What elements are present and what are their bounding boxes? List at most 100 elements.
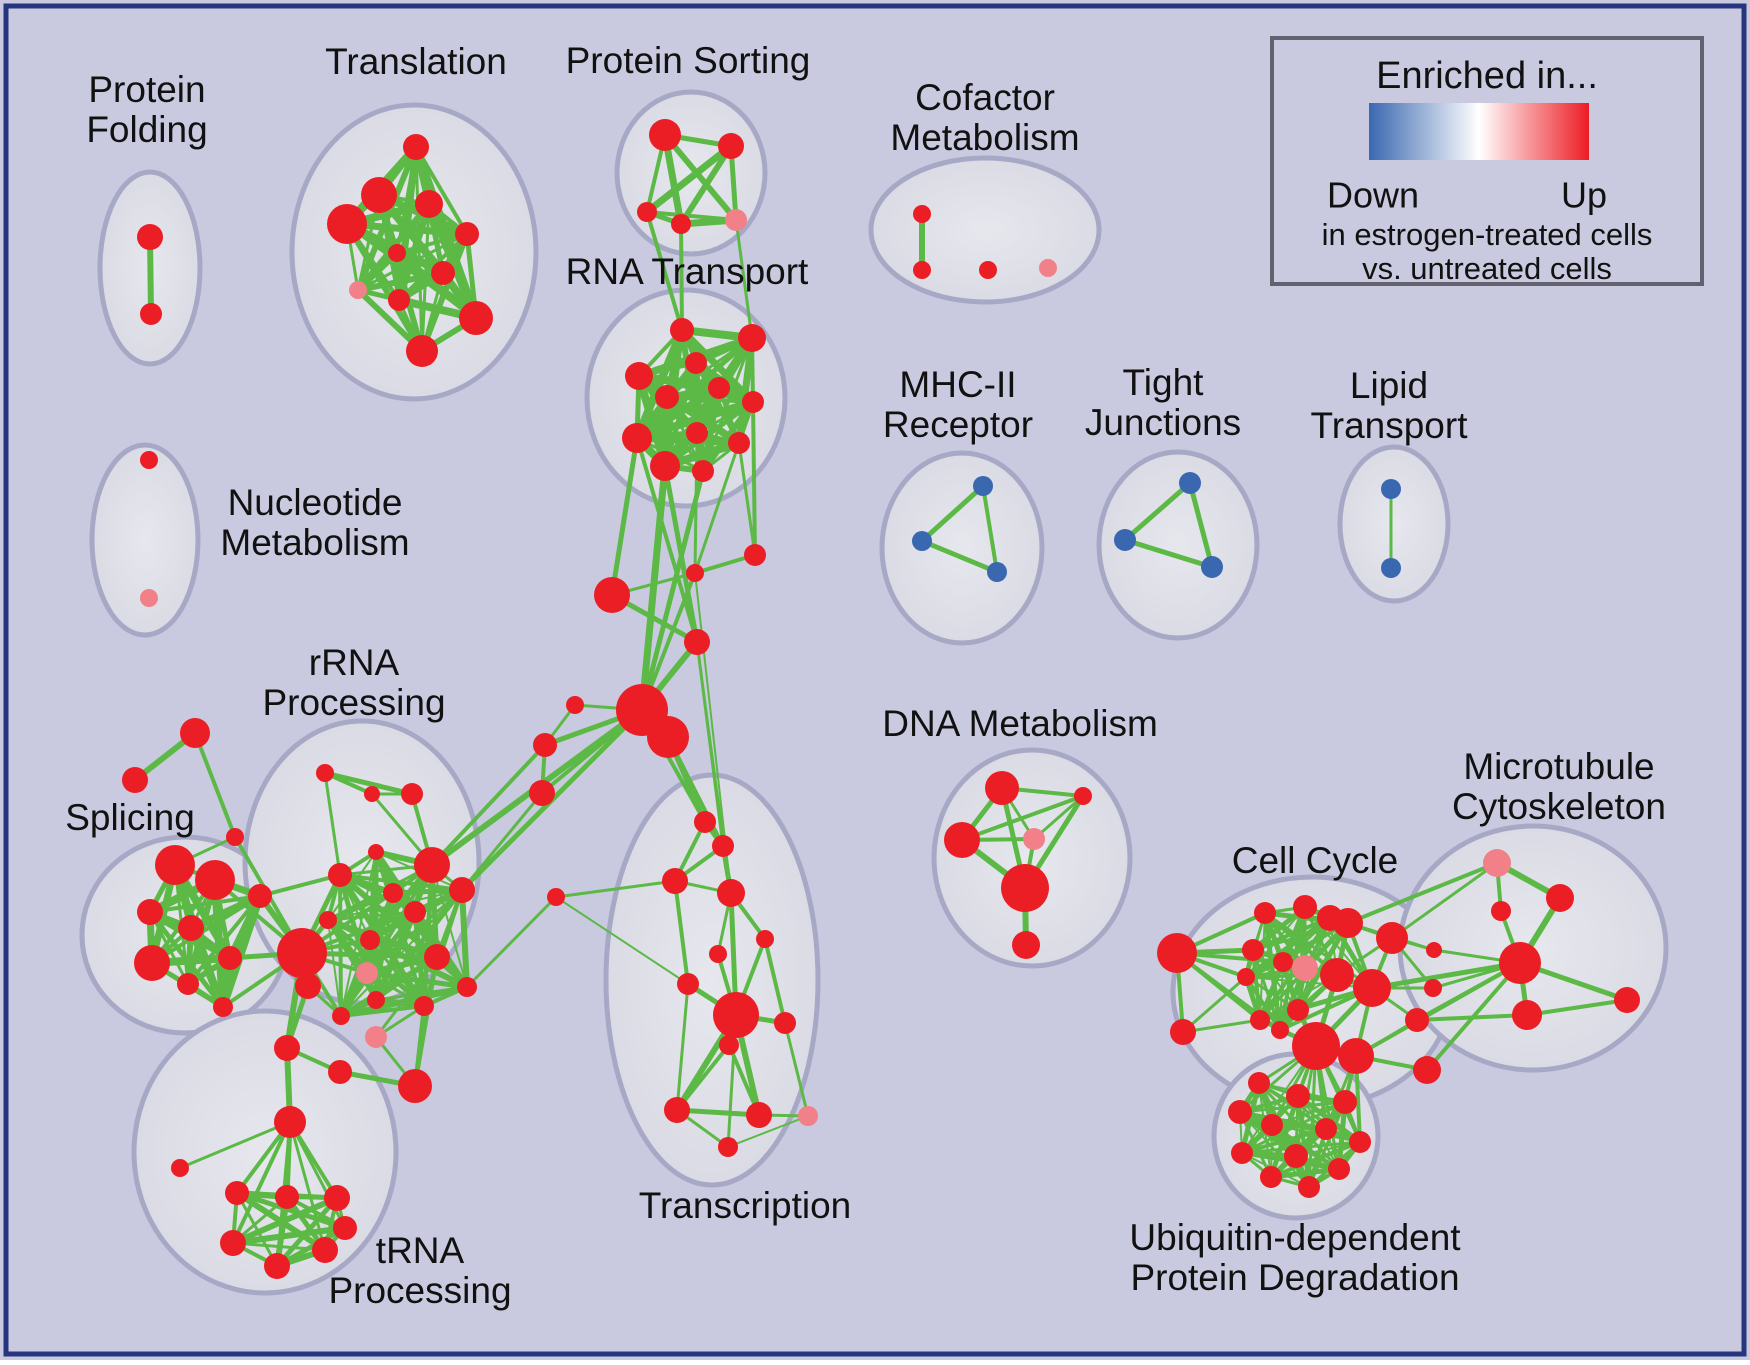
gene-set-node-up: [709, 945, 727, 963]
gene-set-node-up: [414, 847, 450, 883]
gene-set-node-up: [122, 767, 148, 793]
gene-set-node-up: [712, 835, 734, 857]
gene-set-node-up: [728, 432, 750, 454]
cluster-label-rrna-processing: rRNA: [309, 642, 400, 683]
cluster-label-trna-processing: tRNA: [376, 1230, 465, 1271]
edge: [633, 326, 686, 442]
gene-set-node-up: [361, 177, 397, 213]
gene-set-node-up: [383, 883, 403, 903]
edge: [1346, 861, 1499, 925]
gene-set-node-mid: [140, 589, 158, 607]
cluster-label-lipid-transport: Lipid: [1350, 365, 1428, 406]
legend-subtitle-line2: vs. untreated cells: [1362, 251, 1612, 286]
legend-subtitle-line1: in estrogen-treated cells: [1322, 217, 1653, 252]
cluster-ellipse-cofactor-metabolism: [868, 155, 1102, 305]
edge: [919, 538, 1000, 575]
gene-set-node-up: [177, 973, 199, 995]
gene-set-node-up: [742, 391, 764, 413]
edge: [662, 132, 739, 223]
edge: [981, 484, 999, 574]
cluster-label-nucleotide-metabolism: Nucleotide: [228, 482, 403, 523]
edge: [364, 970, 470, 990]
edge: [343, 220, 471, 238]
gene-set-node-down: [1381, 479, 1401, 499]
gene-set-node-up: [1333, 1090, 1357, 1114]
gene-set-node-up: [213, 997, 233, 1017]
gene-set-node-up: [1298, 1176, 1320, 1198]
gene-set-node-up: [1287, 999, 1309, 1021]
edge: [1122, 480, 1193, 543]
gene-set-node-up: [332, 1007, 350, 1025]
gene-set-node-up: [1260, 1166, 1282, 1188]
gene-set-node-up: [713, 992, 759, 1038]
gene-set-node-up: [398, 1069, 432, 1103]
gene-set-node-up: [415, 190, 443, 218]
cluster-ellipse-transcription: [603, 772, 821, 1188]
edge: [419, 231, 470, 354]
legend-gradient-bar: [1369, 103, 1589, 160]
gene-set-node-up: [756, 930, 774, 948]
gene-set-node-mid: [356, 962, 378, 984]
edge: [460, 791, 544, 892]
gene-set-node-up: [248, 884, 272, 908]
edge: [187, 924, 227, 1011]
gene-set-node-up: [401, 783, 423, 805]
edge: [430, 743, 547, 867]
gene-set-node-up: [1001, 864, 1049, 912]
cluster-label-cofactor-metabolism: Metabolism: [890, 117, 1079, 158]
cluster-label-microtubule-cytoskeleton: Microtubule: [1463, 746, 1654, 787]
gene-set-node-up: [746, 1102, 772, 1128]
gene-set-node-down: [1179, 472, 1201, 494]
edge: [395, 232, 469, 255]
gene-set-node-up: [449, 877, 475, 903]
edge: [326, 910, 417, 922]
edge: [338, 873, 343, 1018]
gene-set-node-up: [1250, 1010, 1270, 1030]
edge: [322, 770, 415, 797]
gene-set-node-up: [533, 733, 557, 757]
edge: [373, 909, 418, 1003]
edge: [1369, 960, 1523, 991]
gene-set-node-up: [404, 901, 426, 923]
gene-set-node-mid: [1039, 259, 1057, 277]
edge: [700, 399, 756, 474]
gene-set-node-up: [1228, 1100, 1252, 1124]
legend-title: Enriched in...: [1376, 55, 1598, 97]
cluster-ellipse-tight-junctions: [1096, 449, 1260, 641]
gene-set-node-up: [275, 1185, 299, 1209]
gene-set-node-up: [1376, 922, 1408, 954]
gene-set-node-up: [1424, 979, 1442, 997]
gene-set-node-up: [664, 1097, 690, 1123]
gene-set-node-up: [1546, 884, 1574, 912]
gene-set-node-up: [694, 811, 716, 833]
legend: Enriched in... Down Up in estrogen-treat…: [1270, 36, 1704, 286]
gene-set-node-up: [566, 696, 584, 714]
gene-set-node-up: [220, 1230, 246, 1256]
edge: [693, 441, 741, 575]
edge: [960, 794, 1085, 842]
gene-set-node-up: [327, 204, 367, 244]
cluster-label-protein-sorting: Protein Sorting: [566, 40, 811, 81]
edge: [327, 851, 377, 921]
gene-set-node-up: [1157, 933, 1197, 973]
gene-set-node-down: [1201, 556, 1223, 578]
gene-set-node-up: [637, 202, 657, 222]
gene-set-node-up: [719, 1035, 739, 1055]
edge: [737, 441, 757, 557]
gene-set-node-up: [274, 1106, 306, 1138]
gene-set-node-down: [973, 476, 993, 496]
gene-set-node-up: [368, 844, 384, 860]
cluster-label-rna-transport: RNA Transport: [566, 251, 809, 292]
gene-set-node-up: [218, 946, 242, 970]
edge: [783, 1021, 810, 1118]
figure-frame: [3, 3, 1747, 1357]
gene-set-node-up: [319, 911, 337, 929]
gene-set-node-up: [662, 868, 688, 894]
edge: [678, 143, 734, 227]
cluster-label-dna-metabolism: DNA Metabolism: [882, 703, 1158, 744]
network-nodes: [122, 119, 1640, 1279]
edge: [1269, 1140, 1362, 1179]
gene-set-node-up: [324, 1185, 350, 1211]
edge: [638, 462, 669, 714]
gene-set-node-up: [328, 863, 352, 887]
